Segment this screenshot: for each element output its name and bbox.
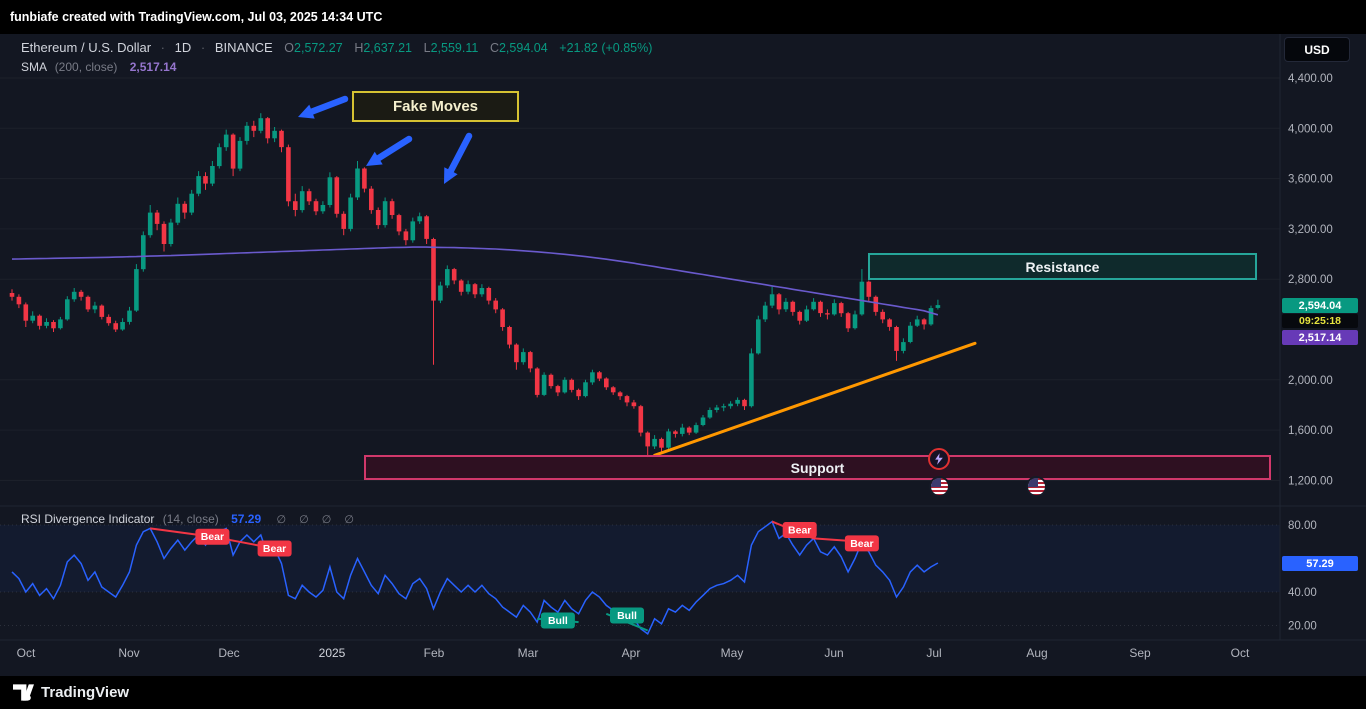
change-value: +21.82 (+0.85%) <box>559 41 653 55</box>
high-key: H <box>354 41 364 55</box>
rsi-params: (14, close) <box>162 512 219 526</box>
svg-text:2,800.00: 2,800.00 <box>1288 274 1333 286</box>
svg-text:Sep: Sep <box>1129 646 1151 660</box>
svg-text:Bear: Bear <box>850 538 873 550</box>
us-flag-icon[interactable] <box>1026 476 1047 497</box>
interval-label[interactable]: 1D <box>174 40 192 55</box>
high-value: 2,637.21 <box>363 41 413 55</box>
svg-text:Oct: Oct <box>17 646 36 660</box>
low-key: L <box>423 41 431 55</box>
svg-text:Jun: Jun <box>824 646 843 660</box>
footer-bar: TradingView <box>0 676 1366 709</box>
svg-text:80.00: 80.00 <box>1288 520 1317 532</box>
trendline-drawing[interactable] <box>653 341 977 457</box>
low-value: 2,559.11 <box>430 41 479 55</box>
svg-text:Jul: Jul <box>926 646 941 660</box>
support-label: Support <box>790 459 845 476</box>
support-zone[interactable]: Support <box>364 455 1271 480</box>
lightning-icon[interactable] <box>928 448 950 470</box>
svg-text:Oct: Oct <box>1231 646 1250 660</box>
close-value: 2,594.04 <box>498 41 548 55</box>
exchange-label[interactable]: BINANCE <box>214 40 273 55</box>
svg-text:May: May <box>721 646 744 660</box>
svg-text:4,400.00: 4,400.00 <box>1288 73 1333 85</box>
svg-text:Aug: Aug <box>1026 646 1047 660</box>
resistance-label: Resistance <box>1025 258 1100 275</box>
sma-legend[interactable]: SMA (200, close) 2,517.14 <box>21 60 176 74</box>
svg-text:2,000.00: 2,000.00 <box>1288 375 1333 387</box>
svg-text:Apr: Apr <box>622 646 641 660</box>
svg-text:4,000.00: 4,000.00 <box>1288 123 1333 135</box>
svg-text:Mar: Mar <box>518 646 539 660</box>
close-key: C <box>489 41 499 55</box>
rsi-empty-values: ∅ ∅ ∅ ∅ <box>276 514 359 526</box>
sma-price-label: 2,517.14 <box>1282 330 1358 345</box>
svg-text:Bear: Bear <box>201 531 224 543</box>
svg-text:Bull: Bull <box>617 610 637 622</box>
pane-separators <box>0 34 1366 641</box>
svg-text:3,600.00: 3,600.00 <box>1288 174 1333 186</box>
rsi-legend[interactable]: RSI Divergence Indicator (14, close) 57.… <box>21 512 359 526</box>
open-key: O <box>284 41 295 55</box>
candles-layer <box>9 113 941 458</box>
separator: · <box>200 40 206 55</box>
sma-line <box>11 246 939 316</box>
rsi-value-label: 57.29 <box>1282 556 1358 571</box>
us-flag-icon[interactable] <box>929 476 950 497</box>
svg-text:1,600.00: 1,600.00 <box>1288 425 1333 437</box>
sma-title: SMA <box>21 60 47 74</box>
bar-countdown-label: 09:25:18 <box>1282 314 1358 328</box>
fake-moves-label: Fake Moves <box>392 98 479 115</box>
symbol-legend[interactable]: Ethereum / U.S. Dollar · 1D · BINANCE O2… <box>21 40 652 55</box>
grid-layer <box>0 77 1280 626</box>
svg-text:Bull: Bull <box>548 615 568 627</box>
svg-text:3,200.00: 3,200.00 <box>1288 224 1333 236</box>
tradingview-brand-text[interactable]: TradingView <box>41 684 130 701</box>
tradingview-logo-icon[interactable] <box>13 684 34 701</box>
fake-moves-callout[interactable]: Fake Moves <box>352 91 519 122</box>
svg-text:Nov: Nov <box>118 646 139 660</box>
svg-text:Bear: Bear <box>788 525 811 537</box>
lightning-bolt-glyph <box>935 453 943 465</box>
divergence-layer: Bear Bear Bear Bear Bull Bull <box>150 520 879 632</box>
svg-text:1,200.00: 1,200.00 <box>1288 475 1333 487</box>
attribution-bar: funbiafe created with TradingView.com, J… <box>0 0 1366 34</box>
axis-tick-labels: 4,400.00 4,000.00 3,600.00 3,200.00 2,800.00… <box>17 73 1333 660</box>
currency-toggle-button[interactable]: USD <box>1284 37 1350 62</box>
symbol-title[interactable]: Ethereum / U.S. Dollar <box>21 40 152 55</box>
svg-text:40.00: 40.00 <box>1288 587 1317 599</box>
separator: · <box>160 40 166 55</box>
sma-value: 2,517.14 <box>129 60 177 74</box>
svg-text:20.00: 20.00 <box>1288 621 1317 633</box>
arrow-drawings[interactable] <box>298 95 473 184</box>
last-price-label: 2,594.04 <box>1282 298 1358 313</box>
sma-params: (200, close) <box>54 60 118 74</box>
rsi-value: 57.29 <box>231 512 262 526</box>
rsi-title: RSI Divergence Indicator <box>21 512 155 526</box>
svg-text:2025: 2025 <box>319 646 346 660</box>
open-value: 2,572.27 <box>294 41 343 55</box>
svg-text:Bear: Bear <box>263 543 286 555</box>
svg-text:Feb: Feb <box>424 646 445 660</box>
svg-text:Dec: Dec <box>218 646 239 660</box>
resistance-zone[interactable]: Resistance <box>868 253 1257 280</box>
